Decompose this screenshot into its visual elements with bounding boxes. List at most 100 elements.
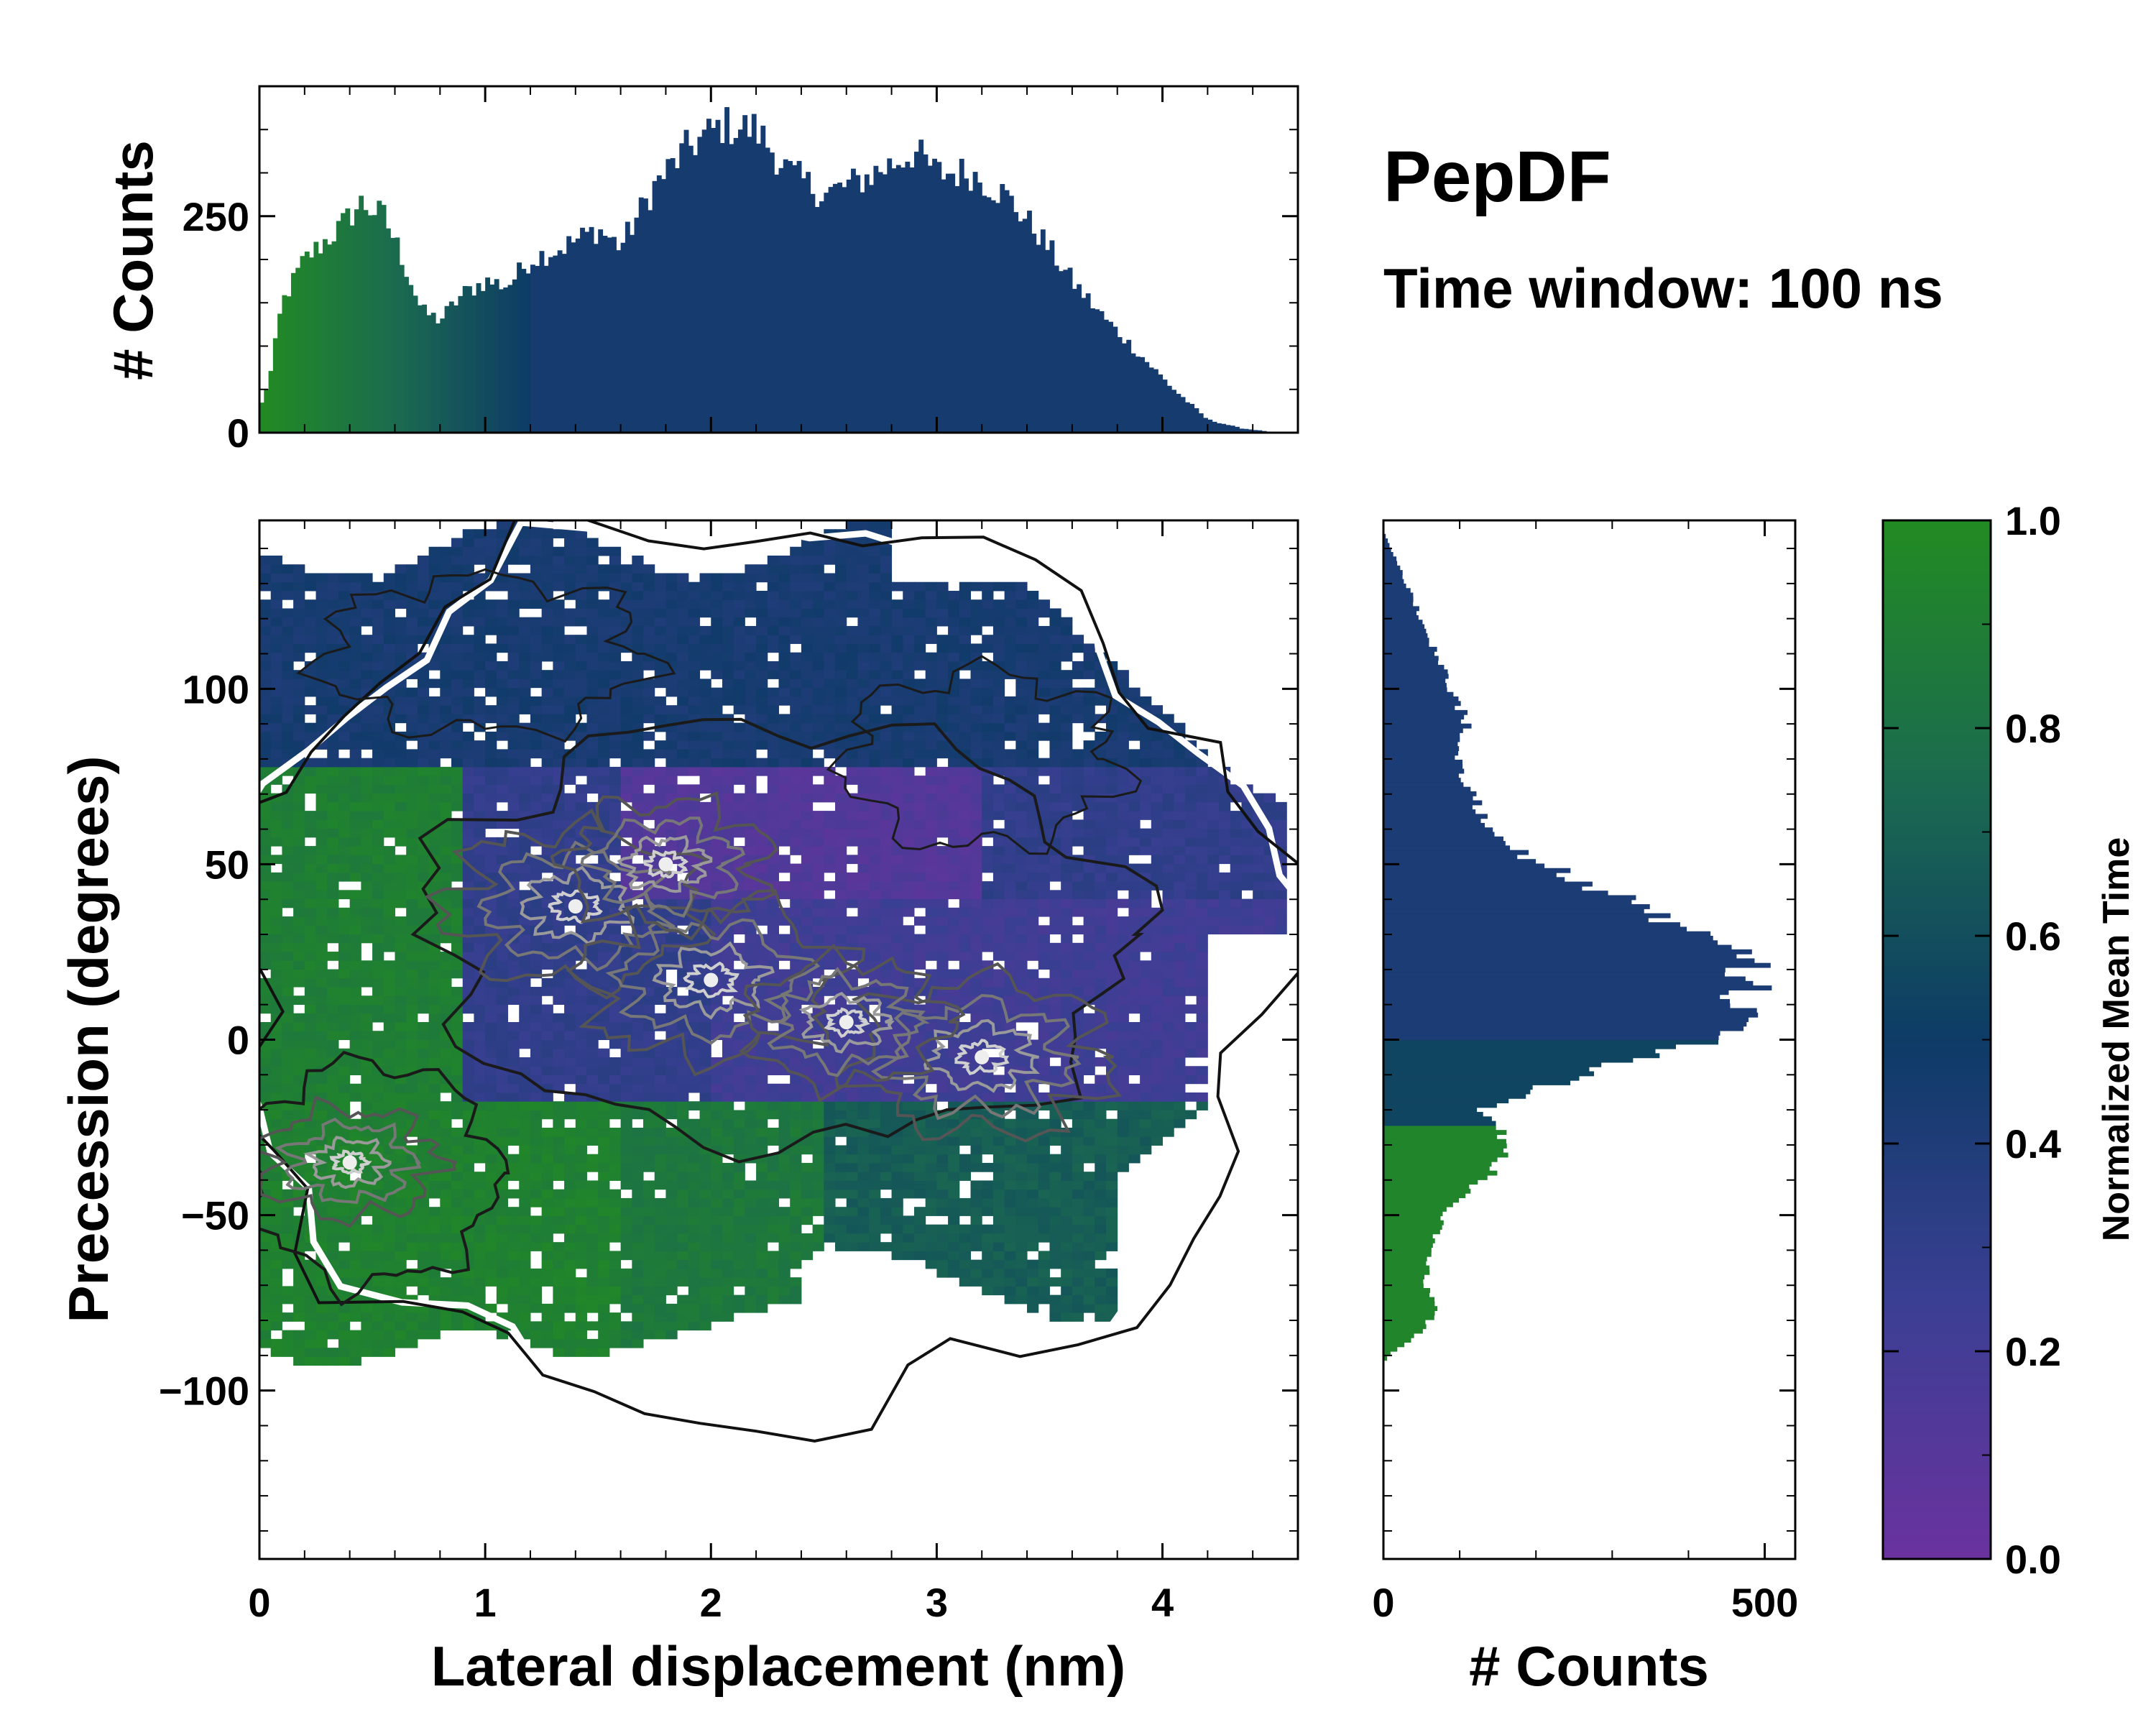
heatmap-cell [270,1224,282,1234]
heatmap-cell [372,722,384,732]
heatmap-cell [620,635,632,644]
heatmap-cell [632,1022,644,1031]
heatmap-cell [440,670,452,679]
top-bar [774,174,780,433]
heatmap-cell [383,776,395,785]
heatmap-cell [428,1101,441,1110]
heatmap-cell [835,916,847,926]
heatmap-cell [530,1004,543,1014]
heatmap-cell [869,766,881,776]
heatmap-cell [711,1162,723,1172]
top-bar [259,402,264,433]
top-bar [891,168,897,433]
heatmap-cell [722,1066,734,1075]
heatmap-cell [315,1057,328,1067]
heatmap-cell [282,1294,294,1305]
heatmap-cell [654,1066,666,1075]
heatmap-cell [620,705,632,714]
heatmap-cell [564,608,576,618]
heatmap-cell [711,1303,723,1313]
top-histogram-frame [258,85,1299,434]
heatmap-cell [801,678,814,689]
heatmap-cell [507,1154,520,1164]
heatmap-cell [349,1338,361,1348]
heatmap-cell [699,1321,711,1331]
heatmap-cell [699,1162,711,1172]
heatmap-cell [790,1013,802,1023]
heatmap-cell [575,1145,587,1155]
heatmap-cell [778,652,791,662]
heatmap-cell [519,1242,531,1251]
heatmap-cell [361,1233,373,1243]
heatmap-cell [665,608,678,618]
heatmap-cell [451,960,464,970]
heatmap-cell [372,1075,384,1085]
heatmap-cell [530,1110,543,1120]
heatmap-cell [598,1197,610,1208]
top-bar [385,228,391,433]
heatmap-cell [259,661,272,671]
heatmap-cell [507,1101,520,1110]
heatmap-cell [440,1321,452,1331]
heatmap-cell [462,696,474,706]
heatmap-cell [790,960,802,970]
heatmap-cell [632,1110,644,1120]
heatmap-cell [440,599,452,609]
heatmap-cell [869,1224,881,1234]
heatmap-cell [349,934,361,944]
heatmap-cell [507,1259,520,1269]
heatmap-cell [846,670,858,679]
heatmap-cell [406,916,418,926]
heatmap-cell [790,819,802,829]
heatmap-cell [395,793,407,803]
heatmap-cell [824,1207,836,1216]
heatmap-cell [541,1048,553,1058]
heatmap-cell [327,1066,339,1075]
heatmap-cell [383,855,395,865]
heatmap-cell [756,617,768,627]
heatmap-cell [801,749,814,759]
heatmap-cell [564,1110,576,1120]
heatmap-cell [496,635,509,644]
heatmap-cell [824,599,836,609]
heatmap-cell [372,1259,384,1269]
heatmap-cell [361,1312,373,1322]
heatmap-cell [406,890,418,900]
heatmap-cell [507,590,520,600]
heatmap-cell [541,1110,553,1120]
heatmap-cell [688,1118,701,1128]
heatmap-cell [778,1092,791,1102]
heatmap-cell [293,942,305,952]
heatmap-cell [315,1127,328,1137]
heatmap-cell [711,1154,723,1164]
heatmap-cell [745,1268,757,1278]
heatmap-cell [688,1101,701,1110]
heatmap-cell [496,1224,509,1234]
heatmap-cell [767,1136,779,1146]
heatmap-cell [417,801,430,811]
heatmap-cell [395,1118,407,1128]
top-bar [395,237,400,433]
heatmap-cell [485,749,497,759]
heatmap-cell [474,617,486,627]
top-bar [1117,337,1123,433]
heatmap-cell [406,793,418,803]
heatmap-cell [632,1031,644,1040]
heatmap-cell [835,960,847,970]
heatmap-cell [688,652,701,662]
heatmap-cell [519,960,531,970]
heatmap-cell [315,987,328,996]
heatmap-cell [270,1215,282,1225]
heatmap-cell [745,784,757,794]
heatmap-cell [767,907,779,917]
heatmap-cell [869,846,881,855]
top-bar [706,119,711,433]
heatmap-cell [474,776,486,785]
heatmap-cell [688,1268,701,1278]
heatmap-cell [474,529,486,538]
heatmap-cell [259,670,272,679]
heatmap-cell [575,1294,587,1305]
heatmap-cell [767,564,779,574]
heatmap-cell [496,1162,509,1172]
top-bar [1253,430,1258,433]
